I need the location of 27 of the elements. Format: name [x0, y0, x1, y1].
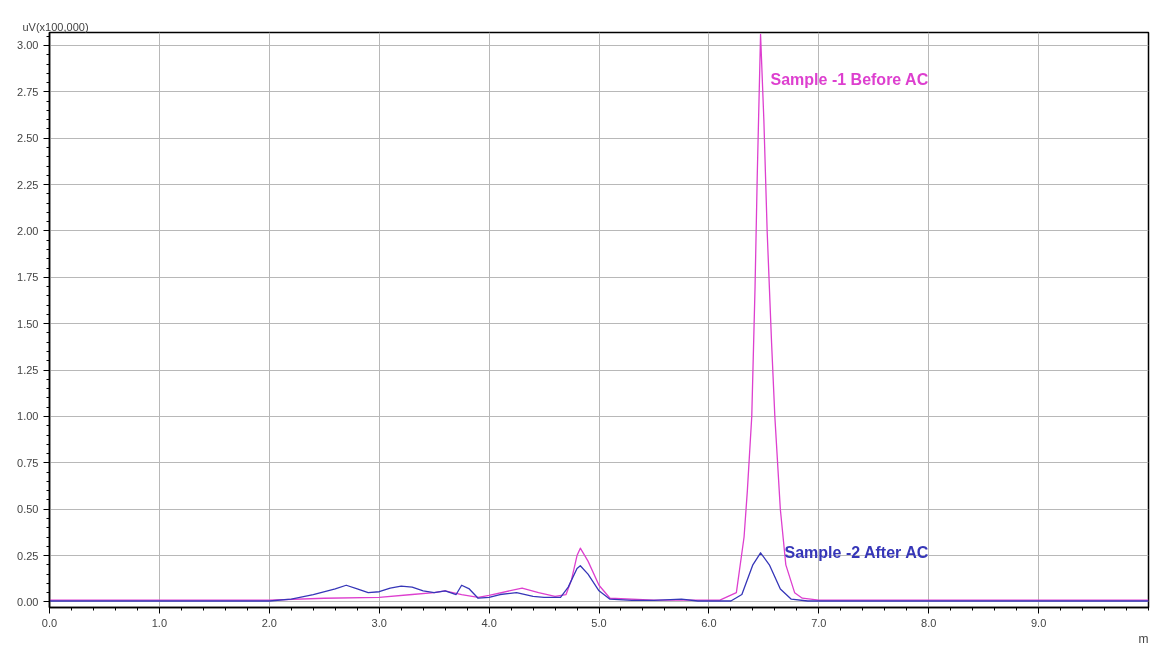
y-tick-label: 3.00 [17, 39, 39, 52]
y-tick-label: 2.50 [17, 132, 39, 145]
x-tick-label: 9.0 [1030, 616, 1047, 629]
x-tick-label: 5.0 [591, 616, 607, 629]
y-tick-label: 1.25 [17, 364, 39, 377]
y-tick-label: 0.00 [17, 595, 39, 608]
y-tick-label: 1.50 [17, 317, 39, 330]
x-tick-label: 1.0 [151, 616, 168, 629]
y-tick-label: 0.50 [17, 503, 39, 516]
series-label: Sample -1 Before AC [770, 70, 929, 88]
y-tick-label: 2.75 [17, 85, 39, 98]
x-tick-label: 4.0 [481, 616, 497, 629]
y-tick-label: 1.00 [17, 410, 39, 423]
series-label: Sample -2 After AC [784, 544, 929, 562]
x-tick-label: 7.0 [811, 616, 827, 629]
y-tick-label: 0.25 [17, 549, 39, 562]
y-tick-label: 0.75 [17, 456, 39, 469]
x-axis-title: m [1138, 631, 1149, 645]
y-tick-label: 2.00 [17, 224, 39, 237]
x-tick-label: 8.0 [921, 616, 937, 629]
x-tick-label: 6.0 [701, 616, 717, 629]
y-tick-label: 1.75 [17, 271, 39, 284]
x-tick-label: 0.0 [41, 616, 58, 629]
x-tick-label: 2.0 [261, 616, 277, 629]
y-axis-title: uV(x100,000) [22, 20, 89, 33]
x-tick-label: 3.0 [371, 616, 387, 629]
y-tick-label: 2.25 [17, 178, 39, 191]
